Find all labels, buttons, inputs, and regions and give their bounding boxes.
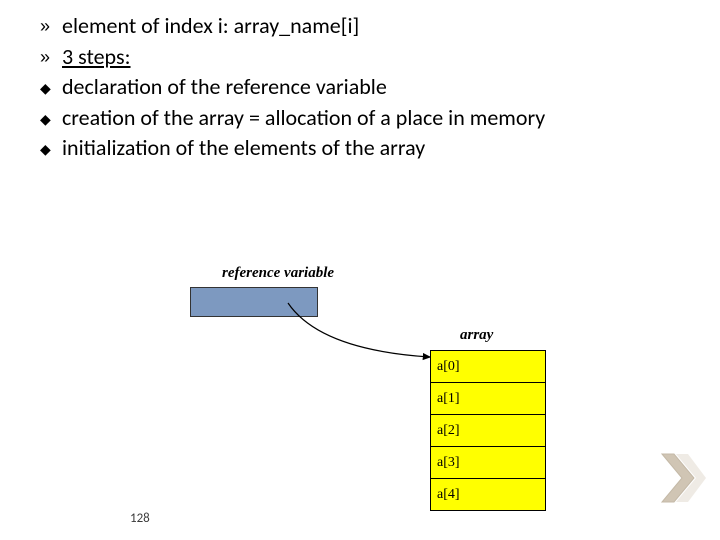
list-item: ◆creation of the array = allocation of a… (40, 104, 690, 133)
array-diagram: reference variable array a[0]a[1]a[2]a[3… (180, 265, 600, 525)
reference-variable-label: reference variable (222, 265, 334, 282)
bullet-text: initialization of the elements of the ar… (62, 134, 690, 163)
diamond-bullet-icon: ◆ (40, 73, 62, 97)
diamond-bullet-icon: ◆ (40, 104, 62, 128)
slide: »element of index i: array_name[i]»3 ste… (0, 0, 720, 540)
list-item: ◆declaration of the reference variable (40, 73, 690, 102)
array-cell: a[4] (430, 478, 546, 511)
bullet-text: declaration of the reference variable (62, 73, 690, 102)
list-item: ◆initialization of the elements of the a… (40, 134, 690, 163)
guillemet-bullet-icon: » (40, 12, 62, 38)
guillemet-bullet-icon: » (40, 43, 62, 69)
bullet-text: creation of the array = allocation of a … (62, 104, 690, 133)
diamond-bullet-icon: ◆ (40, 134, 62, 158)
array-table: a[0]a[1]a[2]a[3]a[4] (430, 351, 546, 511)
list-item: »element of index i: array_name[i] (40, 12, 690, 41)
reference-variable-box (190, 287, 318, 317)
bullet-text: 3 steps: (62, 43, 690, 72)
chevron-decor-icon (658, 450, 706, 506)
array-cell: a[3] (430, 446, 546, 479)
array-cell: a[0] (430, 350, 546, 383)
array-cell: a[2] (430, 414, 546, 447)
bullet-list: »element of index i: array_name[i]»3 ste… (30, 12, 690, 163)
array-cell: a[1] (430, 382, 546, 415)
bullet-text: element of index i: array_name[i] (62, 12, 690, 41)
page-number: 128 (130, 511, 150, 526)
array-label: array (460, 327, 493, 344)
list-item: »3 steps: (40, 43, 690, 72)
